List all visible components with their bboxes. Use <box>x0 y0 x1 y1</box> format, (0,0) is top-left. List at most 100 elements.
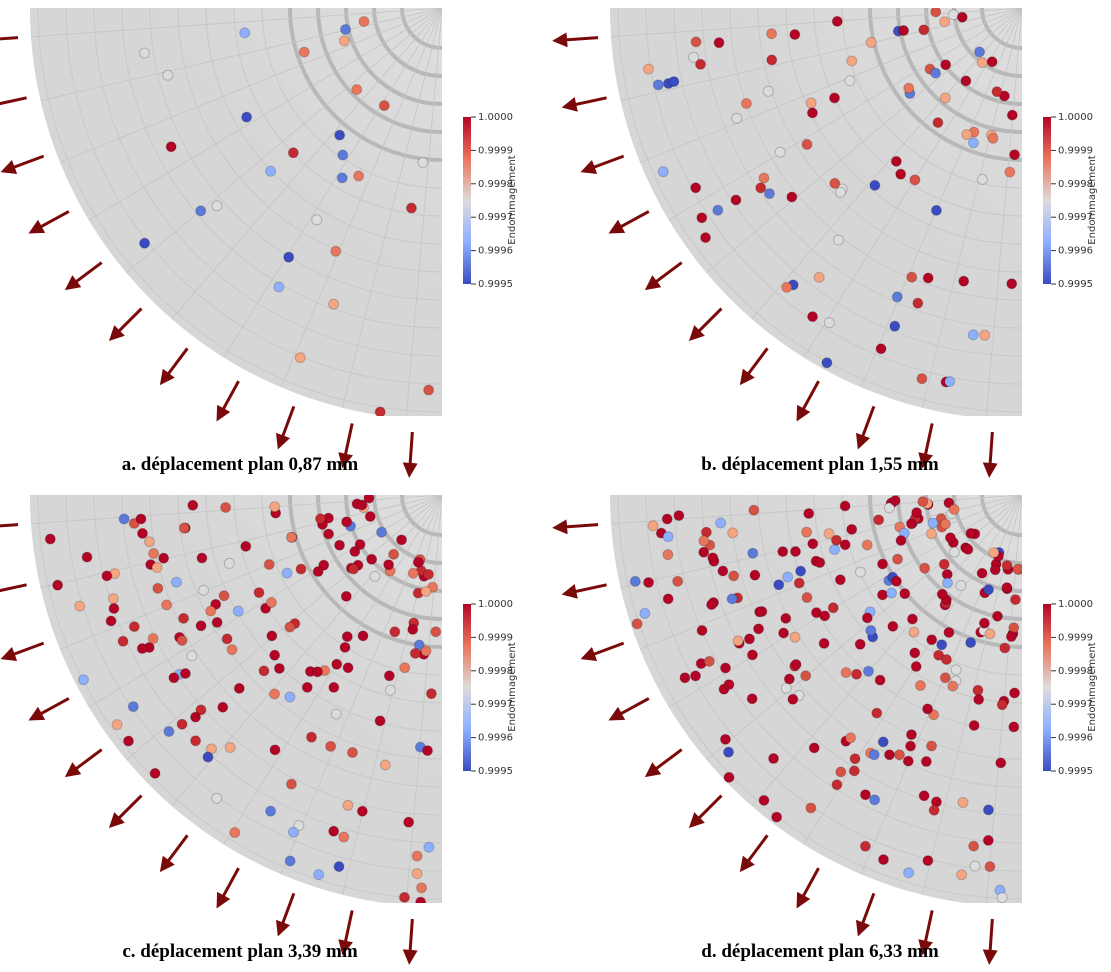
damage-point <box>791 546 801 556</box>
damage-point <box>869 750 879 760</box>
damage-point <box>875 675 885 685</box>
damage-point <box>870 795 880 805</box>
damage-point <box>989 548 999 558</box>
damage-point <box>324 529 334 539</box>
damage-point <box>285 692 295 702</box>
damage-point <box>270 650 280 660</box>
damage-point <box>941 654 951 664</box>
damage-point <box>801 671 811 681</box>
colorbar-tick-label: 1.0000 <box>478 112 513 123</box>
load-arrow <box>0 98 27 107</box>
damage-point <box>234 683 244 693</box>
damage-point <box>728 528 738 538</box>
damage-point <box>963 544 973 554</box>
damage-point <box>1007 279 1017 289</box>
damage-point <box>108 594 118 604</box>
damage-point <box>985 862 995 872</box>
damage-point <box>129 622 139 632</box>
damage-point <box>707 600 717 610</box>
damage-point <box>893 554 903 564</box>
damage-point <box>997 700 1007 710</box>
damage-point <box>365 512 375 522</box>
damage-point <box>338 150 348 160</box>
colorbar-tick-label: 0.9995 <box>1058 279 1093 290</box>
load-arrow <box>691 309 721 339</box>
damage-point <box>718 566 728 576</box>
damage-point <box>312 667 322 677</box>
damage-point <box>691 37 701 47</box>
load-arrow <box>31 698 69 719</box>
damage-point <box>747 694 757 704</box>
damage-point <box>756 183 766 193</box>
damage-point <box>984 585 994 595</box>
damage-point <box>370 571 380 581</box>
damage-point <box>82 552 92 562</box>
damage-point <box>911 662 921 672</box>
damage-point <box>673 576 683 586</box>
damage-point <box>295 353 305 363</box>
load-arrow <box>859 893 874 933</box>
damage-point <box>315 514 325 524</box>
damage-point <box>164 726 174 736</box>
damage-point <box>787 192 797 202</box>
damage-point <box>920 563 930 573</box>
damage-point <box>927 635 937 645</box>
panel: 1.00000.99990.99980.99970.99960.9995Endo… <box>555 0 1111 475</box>
damage-point <box>969 841 979 851</box>
damage-point <box>630 576 640 586</box>
damage-point <box>907 614 917 624</box>
load-arrow <box>3 156 43 171</box>
load-arrow <box>742 835 768 869</box>
damage-point <box>781 613 791 623</box>
damage-point <box>891 576 901 586</box>
damage-point <box>937 640 947 650</box>
damage-point <box>890 321 900 331</box>
damage-point <box>177 719 187 729</box>
damage-point <box>1002 560 1012 570</box>
damage-point <box>822 358 832 368</box>
damage-point <box>282 568 292 578</box>
damage-point <box>337 173 347 183</box>
damage-point <box>375 407 385 417</box>
damage-point <box>149 549 159 559</box>
damage-point <box>824 318 834 328</box>
damage-point <box>354 171 364 181</box>
damage-point <box>119 514 129 524</box>
damage-point <box>962 130 972 140</box>
damage-point <box>269 689 279 699</box>
damage-point <box>199 585 209 595</box>
damage-point <box>179 523 189 533</box>
damage-point <box>985 629 995 639</box>
damage-point <box>931 68 941 78</box>
damage-point <box>958 797 968 807</box>
damage-point <box>222 634 232 644</box>
damage-point <box>983 835 993 845</box>
damage-point <box>918 497 928 507</box>
damage-point <box>941 60 951 70</box>
damage-point <box>814 272 824 282</box>
damage-point <box>196 206 206 216</box>
damage-point <box>969 720 979 730</box>
damage-point <box>784 674 794 684</box>
damage-point <box>188 500 198 510</box>
damage-point <box>416 897 426 907</box>
damage-point <box>417 883 427 893</box>
damage-point <box>833 235 843 245</box>
damage-point <box>968 330 978 340</box>
damage-point <box>128 702 138 712</box>
damage-point <box>180 668 190 678</box>
damage-point <box>663 594 673 604</box>
damage-point <box>929 805 939 815</box>
damage-point <box>724 747 734 757</box>
damage-point <box>802 593 812 603</box>
load-arrow <box>409 919 412 962</box>
damage-point <box>782 282 792 292</box>
damage-point <box>937 589 947 599</box>
damage-point <box>410 648 420 658</box>
damage-point <box>136 514 146 524</box>
damage-point <box>956 580 966 590</box>
damage-point <box>872 708 882 718</box>
damage-point <box>808 312 818 322</box>
damage-point <box>992 87 1002 97</box>
damage-point <box>331 246 341 256</box>
